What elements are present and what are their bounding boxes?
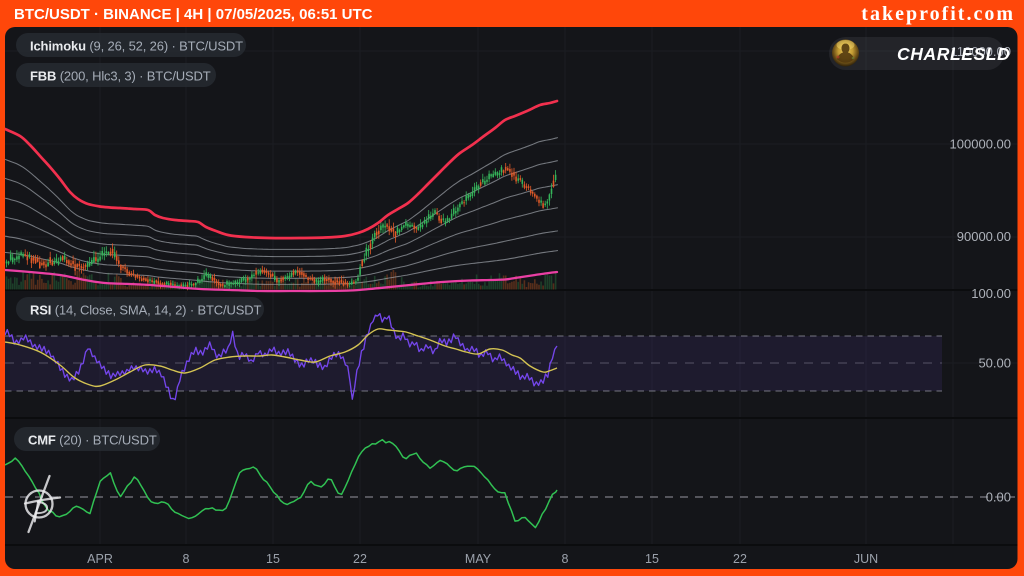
svg-text:100.00: 100.00 [971,286,1011,301]
svg-text:15: 15 [645,552,659,566]
svg-text:22: 22 [353,552,367,566]
svg-text:50.00: 50.00 [978,356,1011,371]
svg-text:APR: APR [87,552,113,566]
svg-text:CHARLESLD: CHARLESLD [897,44,1010,64]
svg-text:takeprofit.com: takeprofit.com [861,3,1015,25]
svg-text:JUN: JUN [854,552,878,566]
svg-text:CMF (20) · BTC/USDT: CMF (20) · BTC/USDT [28,432,157,447]
svg-text:FBB (200, Hlc3, 3) · BTC/USDT: FBB (200, Hlc3, 3) · BTC/USDT [30,68,211,83]
svg-text:90000.00: 90000.00 [957,229,1011,244]
svg-text:110000.00: 110000.00 [951,44,1012,59]
svg-text:BTC/USDT · BINANCE | 4H | 07/0: BTC/USDT · BINANCE | 4H | 07/05/2025, 06… [14,6,373,23]
svg-text:15: 15 [266,552,280,566]
svg-text:100000.00: 100000.00 [950,137,1011,152]
svg-text:8: 8 [562,552,569,566]
svg-text:22: 22 [733,552,747,566]
svg-text:Ichimoku (9, 26, 52, 26) · BTC: Ichimoku (9, 26, 52, 26) · BTC/USDT [30,38,243,53]
svg-text:RSI (14, Close, SMA, 14, 2) ·: RSI (14, Close, SMA, 14, 2) · BTC/USDT [30,302,261,317]
svg-text:MAY: MAY [465,552,492,566]
svg-text:8: 8 [183,552,190,566]
svg-text:0.00: 0.00 [986,490,1011,505]
